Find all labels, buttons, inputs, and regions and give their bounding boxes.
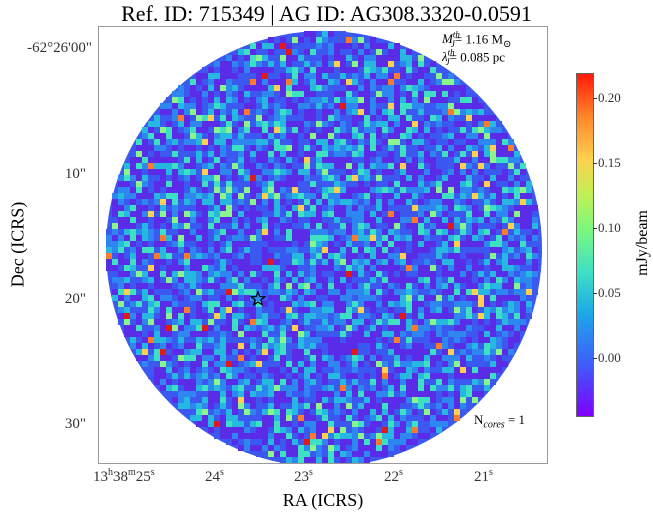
jeans-length-annotation: λthJ= 0.085 pc — [442, 48, 506, 67]
map-frame — [98, 26, 548, 464]
y-axis-label: Dec (ICRS) — [7, 201, 28, 288]
x-axis-label: RA (ICRS) — [282, 490, 364, 510]
x-tick-label: 21s — [474, 467, 493, 485]
x-tick-label: 23s — [294, 467, 313, 485]
x-tick-label: 13h38m25s — [93, 467, 155, 485]
colorbar-tick-mark — [593, 163, 597, 164]
jeans-mass-annotation: MthJ= 1.16 M⊙ — [442, 30, 512, 50]
colorbar-tick-mark — [593, 228, 597, 229]
colorbar-tick-mark — [593, 358, 597, 359]
colorbar-tick-label: 0.10 — [598, 220, 621, 235]
x-tick-label: 24s — [205, 467, 224, 485]
colorbar-label: mJy/beam — [634, 210, 651, 276]
noise-pixels — [106, 31, 538, 463]
colorbar-tick-mark — [593, 98, 597, 99]
colorbar-tick-label: 0.05 — [598, 285, 621, 300]
core-count-annotation: Ncores = 1 — [474, 412, 526, 431]
x-tick-label: 22s — [384, 467, 403, 485]
y-tick-label: 10" — [64, 166, 86, 182]
y-tick-label: -62°26'00" — [27, 40, 92, 56]
y-tick-label: 20" — [64, 291, 86, 307]
colorbar-tick-label: 0.00 — [598, 350, 621, 365]
colorbar-tick-mark — [593, 293, 597, 294]
plot-title: Ref. ID: 715349 | AG ID: AG308.3320-0.05… — [121, 1, 532, 26]
colorbar — [576, 73, 594, 417]
colorbar-tick-label: 0.20 — [598, 90, 621, 105]
colorbar-tick-label: 0.15 — [598, 155, 621, 170]
y-tick-label: 30" — [64, 416, 86, 432]
intensity-map — [106, 31, 542, 463]
core-star-marker — [249, 290, 267, 307]
